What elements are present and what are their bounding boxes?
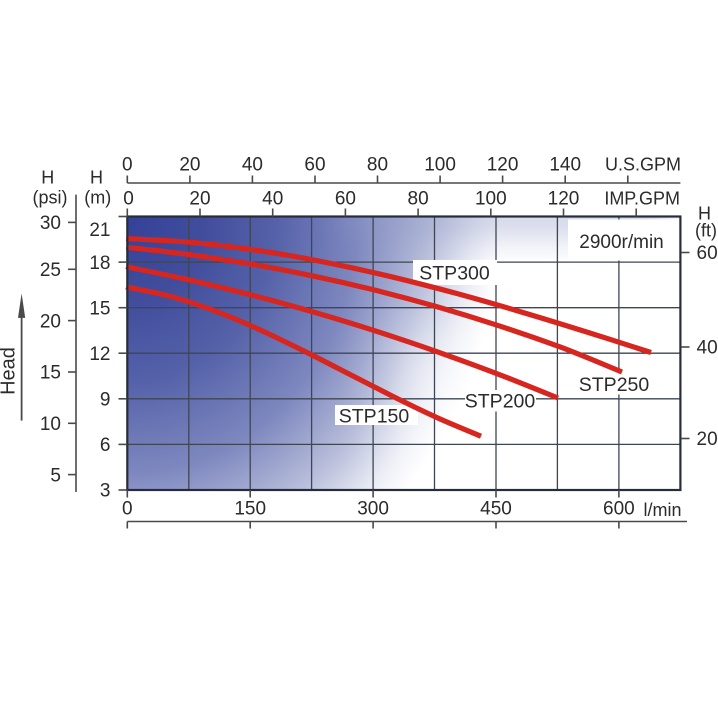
- svg-text:600: 600: [603, 499, 635, 520]
- svg-text:H: H: [698, 204, 711, 224]
- svg-text:100: 100: [475, 188, 507, 209]
- svg-text:0: 0: [122, 155, 133, 176]
- svg-text:9: 9: [100, 390, 111, 411]
- svg-text:40: 40: [262, 188, 283, 209]
- svg-text:2900r/min: 2900r/min: [579, 232, 664, 253]
- svg-text:100: 100: [424, 155, 456, 176]
- svg-text:21: 21: [89, 220, 110, 241]
- svg-text:60: 60: [304, 155, 325, 176]
- svg-text:20: 20: [189, 188, 210, 209]
- svg-text:l/min: l/min: [644, 500, 682, 520]
- svg-text:Head: Head: [0, 347, 20, 395]
- svg-text:H: H: [41, 168, 54, 188]
- svg-text:40: 40: [242, 155, 263, 176]
- svg-text:0: 0: [122, 499, 133, 520]
- svg-text:STP200: STP200: [465, 391, 536, 413]
- svg-text:15: 15: [89, 298, 110, 319]
- svg-text:80: 80: [408, 188, 429, 209]
- svg-text:80: 80: [367, 155, 388, 176]
- svg-text:18: 18: [89, 253, 110, 274]
- svg-text:U.S.GPM: U.S.GPM: [605, 155, 681, 175]
- svg-text:STP250: STP250: [579, 374, 650, 396]
- svg-text:20: 20: [40, 311, 61, 332]
- svg-text:H: H: [90, 168, 103, 188]
- svg-text:12: 12: [89, 344, 110, 365]
- svg-text:(psi): (psi): [33, 188, 68, 208]
- svg-text:150: 150: [234, 499, 266, 520]
- svg-text:25: 25: [40, 260, 61, 281]
- svg-text:IMP.GPM: IMP.GPM: [604, 188, 680, 208]
- svg-text:140: 140: [549, 155, 581, 176]
- svg-text:120: 120: [487, 155, 519, 176]
- svg-text:(m): (m): [84, 188, 111, 208]
- svg-text:3: 3: [100, 481, 111, 502]
- svg-text:20: 20: [697, 429, 718, 450]
- svg-text:40: 40: [697, 338, 718, 359]
- svg-text:15: 15: [40, 363, 61, 384]
- svg-text:5: 5: [50, 465, 61, 486]
- svg-text:20: 20: [179, 155, 200, 176]
- svg-text:60: 60: [697, 243, 718, 264]
- svg-text:30: 30: [40, 213, 61, 234]
- svg-text:10: 10: [40, 414, 61, 435]
- svg-text:60: 60: [335, 188, 356, 209]
- svg-text:450: 450: [480, 499, 512, 520]
- svg-text:STP300: STP300: [419, 262, 490, 284]
- svg-text:300: 300: [357, 499, 389, 520]
- svg-text:STP150: STP150: [339, 405, 410, 427]
- svg-text:6: 6: [100, 435, 111, 456]
- svg-text:(ft): (ft): [695, 221, 717, 241]
- svg-text:0: 0: [123, 188, 134, 209]
- svg-text:120: 120: [548, 188, 580, 209]
